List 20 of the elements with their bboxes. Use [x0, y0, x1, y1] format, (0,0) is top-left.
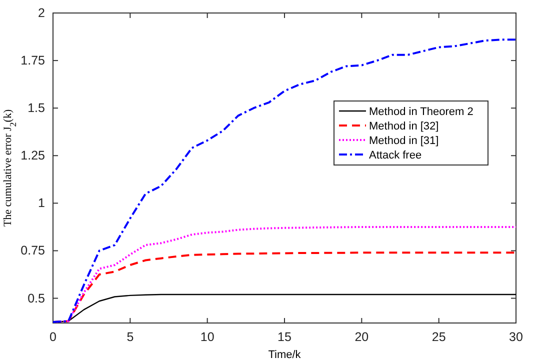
y-tick-label: 1.5	[28, 101, 46, 116]
x-tick-label: 30	[509, 330, 523, 344]
y-tick-label: 1.75	[20, 54, 46, 68]
line-series	[52, 38, 517, 324]
x-tick-label: 0	[50, 330, 57, 344]
x-tick-label: 15	[278, 330, 292, 344]
y-tick-label: 0.5	[28, 291, 46, 306]
x-tick-label: 10	[200, 330, 214, 344]
x-tick-label: 25	[432, 330, 446, 344]
legend-label: Method in Theorem 2	[369, 106, 474, 118]
legend-label: Method in [31]	[369, 135, 439, 147]
x-axis-title: Time/k	[268, 349, 302, 361]
legend-label: Method in [32]	[369, 120, 439, 132]
x-tick-label: 20	[354, 330, 369, 344]
y-tick-label: 1	[38, 196, 46, 210]
y-tick-label: 2	[38, 6, 46, 20]
x-tick-label: 5	[126, 330, 134, 344]
y-tick-label: 1.25	[20, 148, 46, 163]
legend-label: Attack free	[369, 150, 422, 162]
y-tick-label: 0.75	[20, 244, 46, 258]
